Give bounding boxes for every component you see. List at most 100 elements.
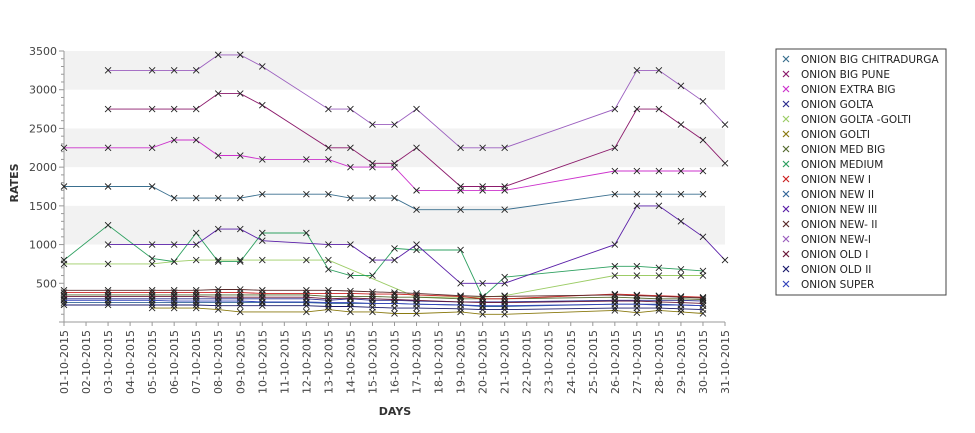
data-point-marker: [192, 136, 200, 144]
data-point-marker: [655, 67, 663, 74]
data-point-marker: [347, 163, 354, 171]
data-point-marker: [236, 256, 244, 264]
data-point-marker: [369, 295, 376, 303]
data-point-marker: [501, 144, 508, 152]
data-point-marker: [303, 308, 310, 316]
legend-marker: [782, 55, 790, 63]
data-point-marker: [303, 293, 310, 301]
x-tick-label: 28-10-2015: [653, 330, 666, 394]
data-point-marker: [258, 299, 266, 306]
data-point-marker: [192, 105, 200, 113]
data-point-marker: [413, 241, 420, 248]
x-tick-label: 16-10-2015: [389, 330, 402, 394]
data-point-marker: [325, 241, 332, 248]
series-line: [64, 259, 703, 298]
data-point-marker: [236, 299, 244, 306]
data-point-marker: [236, 194, 244, 202]
legend-label: ONION SUPER: [801, 279, 874, 291]
data-point-marker: [655, 105, 663, 113]
data-point-marker: [611, 190, 619, 198]
x-tick-label: 08-10-2015: [212, 330, 225, 394]
series-line: [64, 292, 704, 300]
data-point-marker: [104, 241, 112, 248]
data-point-marker: [258, 286, 266, 294]
series-line: [64, 294, 704, 300]
data-point-marker: [655, 304, 663, 312]
data-point-marker: [699, 98, 707, 105]
data-point-marker: [60, 183, 68, 190]
data-point-marker: [457, 301, 464, 309]
data-point-marker: [677, 218, 685, 225]
data-point-marker: [325, 286, 332, 294]
legend-item: ONION NEW II: [782, 189, 874, 201]
data-point-marker: [501, 293, 508, 300]
data-point-marker: [303, 286, 310, 294]
legend-item: ONION GOLTI: [782, 129, 870, 141]
x-tick-label: 07-10-2015: [190, 330, 203, 394]
data-point-marker: [479, 299, 486, 306]
legend-label: ONION OLD I: [801, 249, 868, 261]
data-point-marker: [501, 273, 508, 281]
data-point-marker: [655, 301, 663, 309]
data-point-marker: [170, 194, 178, 202]
data-point-marker: [479, 279, 486, 287]
legend-marker: [782, 160, 790, 168]
data-point-marker: [633, 67, 641, 74]
legend-marker: [782, 175, 790, 183]
legend-label: ONION NEW II: [801, 189, 874, 201]
data-point-marker: [148, 297, 156, 304]
data-point-marker: [303, 229, 310, 237]
data-point-marker: [457, 292, 464, 299]
series-line: [64, 298, 704, 303]
data-point-marker: [104, 297, 112, 304]
data-point-marker: [677, 293, 685, 300]
data-point-marker: [325, 300, 332, 307]
data-point-marker: [413, 310, 420, 317]
data-point-marker: [501, 310, 508, 318]
data-point-marker: [655, 272, 663, 279]
data-point-marker: [699, 190, 707, 198]
data-point-marker: [170, 304, 178, 312]
data-point-marker: [236, 51, 244, 59]
data-point-marker: [699, 293, 707, 301]
data-point-marker: [457, 187, 464, 194]
data-point-marker: [214, 297, 222, 305]
data-point-marker: [413, 290, 420, 297]
data-point-marker: [325, 144, 332, 152]
legend-marker: [782, 190, 790, 198]
legend-label: ONION BIG PUNE: [801, 69, 890, 81]
data-point-marker: [60, 301, 68, 309]
x-tick-label: 09-10-2015: [234, 330, 247, 394]
data-point-marker: [325, 299, 332, 306]
series-line: [64, 295, 704, 304]
data-point-marker: [479, 302, 486, 310]
data-point-marker: [258, 237, 266, 245]
series-11: [104, 202, 729, 287]
data-point-marker: [214, 299, 222, 306]
x-tick-label: 06-10-2015: [168, 330, 181, 394]
x-tick-label: 17-10-2015: [411, 330, 424, 394]
data-point-marker: [192, 241, 200, 248]
data-point-marker: [258, 256, 266, 264]
x-tick-label: 11-10-2015: [278, 330, 291, 394]
data-point-marker: [611, 167, 619, 175]
data-point-marker: [501, 279, 508, 287]
data-point-marker: [457, 298, 464, 306]
series-line: [64, 304, 704, 311]
series-3: [60, 136, 707, 194]
data-point-marker: [721, 159, 729, 167]
x-tick-label: 14-10-2015: [344, 330, 357, 394]
data-point-marker: [391, 121, 398, 128]
data-point-marker: [611, 272, 619, 279]
x-tick-label: 19-10-2015: [455, 330, 468, 394]
legend-marker: [782, 100, 790, 108]
data-point-marker: [633, 291, 641, 299]
data-point-marker: [391, 297, 398, 304]
series-line: [152, 307, 704, 315]
data-point-marker: [699, 272, 707, 279]
data-point-marker: [391, 300, 398, 307]
data-point-marker: [325, 290, 332, 297]
x-tick-label: 04-10-2015: [124, 330, 137, 394]
data-point-marker: [721, 121, 729, 128]
data-point-marker: [413, 246, 420, 254]
